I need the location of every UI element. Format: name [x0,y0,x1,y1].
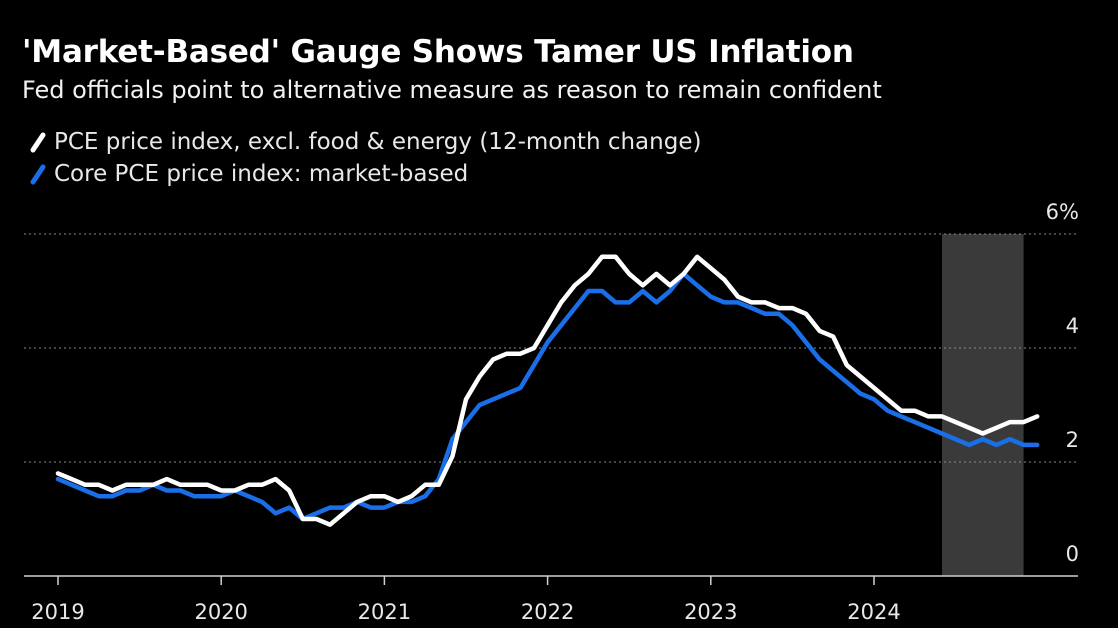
chart-title: 'Market-Based' Gauge Shows Tamer US Infl… [22,34,854,70]
x-tick-label: 2024 [847,600,900,624]
legend: PCE price index, excl. food & energy (12… [24,126,701,190]
shaded-region [942,234,1024,576]
x-tick-label: 2019 [31,600,84,624]
blue-line-swatch-icon [30,163,46,185]
x-tick-label: 2023 [684,600,737,624]
series-line-pce-core [55,254,1040,527]
x-tick-label: 2020 [194,600,247,624]
y-tick-label: 0 [1066,542,1079,566]
legend-label-white: PCE price index, excl. food & energy (12… [54,129,702,155]
series-line-market-based [55,271,1040,522]
chart-subtitle: Fed officials point to alternative measu… [22,76,882,104]
x-tick-label: 2021 [358,600,411,624]
y-tick-label: 6% [1046,200,1079,224]
legend-label-blue: Core PCE price index: market-based [54,161,469,187]
legend-item-blue: Core PCE price index: market-based [24,158,701,190]
white-line-swatch-icon [30,131,46,153]
y-tick-label: 2 [1066,428,1079,452]
legend-item-white: PCE price index, excl. food & energy (12… [24,126,701,158]
y-tick-label: 4 [1066,314,1079,338]
x-tick-label: 2022 [521,600,574,624]
